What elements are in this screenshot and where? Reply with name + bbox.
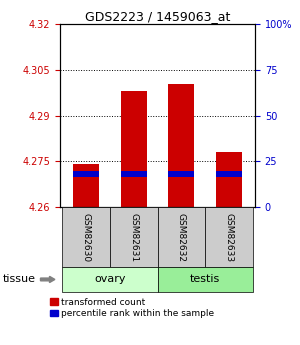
Bar (73, 164, 99, 207)
Bar (121, 91, 147, 207)
Bar (168, 171, 194, 177)
Text: GSM82632: GSM82632 (177, 213, 186, 262)
Bar (121, 171, 147, 177)
Text: testis: testis (190, 275, 220, 284)
Text: GSM82631: GSM82631 (129, 213, 138, 262)
Text: tissue: tissue (3, 275, 36, 284)
Text: ovary: ovary (94, 275, 126, 284)
Text: GSM82630: GSM82630 (82, 213, 91, 262)
Bar (158, 207, 205, 267)
Bar (216, 171, 242, 177)
Bar (62, 207, 110, 267)
Text: GSM82633: GSM82633 (224, 213, 233, 262)
Bar (216, 152, 242, 207)
Bar (62, 267, 158, 292)
Legend: transformed count, percentile rank within the sample: transformed count, percentile rank withi… (50, 298, 214, 318)
Bar (205, 207, 253, 267)
Bar (168, 83, 194, 207)
Bar (73, 171, 99, 177)
Bar (158, 267, 253, 292)
Bar (110, 207, 158, 267)
Title: GDS2223 / 1459063_at: GDS2223 / 1459063_at (85, 10, 230, 23)
